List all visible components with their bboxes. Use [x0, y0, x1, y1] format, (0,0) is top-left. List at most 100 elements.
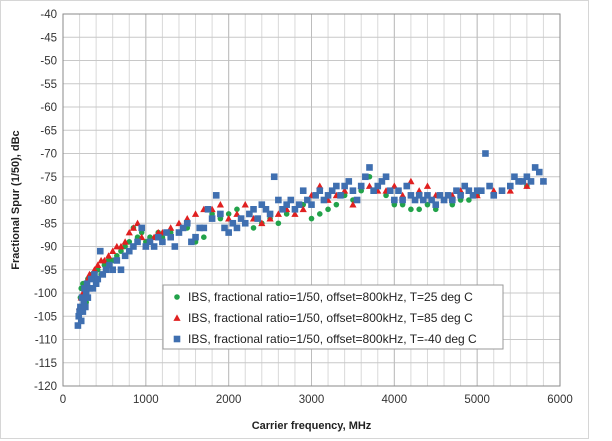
point-85c: [104, 252, 113, 259]
point-85c: [349, 201, 357, 208]
point-85c: [291, 210, 299, 217]
point-85c: [241, 201, 249, 208]
point-85c: [216, 201, 224, 208]
point-minus40c: [121, 252, 129, 260]
y-tick-label: -100: [34, 288, 57, 300]
point-25c: [333, 201, 340, 208]
point-minus40c: [75, 312, 83, 320]
point-minus40c: [473, 187, 481, 194]
point-minus40c: [291, 206, 299, 213]
point-minus40c: [87, 275, 95, 283]
legend-marker-85c: [173, 314, 181, 321]
point-minus40c: [92, 280, 100, 287]
point-85c: [523, 182, 531, 189]
point-minus40c: [515, 178, 522, 185]
x-axis-title: Carrier frequency, MHz: [252, 420, 372, 432]
point-minus40c: [424, 192, 431, 199]
y-tick-label: -105: [34, 311, 57, 323]
point-85c: [225, 215, 233, 222]
point-85c: [129, 224, 138, 231]
point-minus40c: [511, 173, 518, 181]
point-25c: [316, 211, 323, 217]
point-minus40c: [171, 243, 179, 250]
point-minus40c: [353, 196, 361, 204]
legend-item-minus40c: IBS, fractional ratio=1/50, offset=800kH…: [173, 332, 477, 346]
point-85c: [266, 215, 274, 222]
point-85c: [365, 182, 374, 189]
y-tick-label: -115: [35, 358, 57, 370]
point-minus40c: [482, 150, 489, 157]
x-tick-label: 6000: [547, 394, 573, 406]
point-minus40c: [316, 187, 324, 194]
legend: IBS, fractional ratio=1/50, offset=800kH…: [162, 284, 504, 350]
point-minus40c: [150, 243, 158, 250]
point-minus40c: [407, 192, 415, 199]
point-85c: [138, 233, 146, 241]
point-minus40c: [415, 192, 423, 199]
chart-frame: -120 -115 -110 -105 -100 -95 -90 -85 -80 -75 -70 -6…: [0, 0, 589, 439]
point-85c: [415, 187, 423, 194]
data-points: [74, 150, 548, 329]
point-minus40c: [221, 224, 228, 232]
point-85c: [506, 187, 514, 194]
point-minus40c: [540, 178, 547, 185]
point-minus40c: [77, 317, 85, 325]
point-minus40c: [436, 192, 444, 199]
point-minus40c: [283, 201, 290, 208]
point-minus40c: [86, 285, 93, 292]
point-25c: [308, 215, 315, 222]
point-minus40c: [345, 178, 353, 185]
y-axis-ticks: -120 -115 -110 -105 -100 -95 -90 -85 -80 -75 -70 -6…: [34, 9, 57, 393]
point-minus40c: [80, 299, 88, 306]
point-minus40c: [399, 196, 406, 204]
point-minus40c: [89, 285, 97, 292]
point-minus40c: [125, 247, 133, 255]
point-minus40c: [117, 266, 125, 274]
point-minus40c: [403, 182, 411, 190]
point-minus40c: [246, 210, 253, 218]
point-minus40c: [469, 192, 477, 199]
point-minus40c: [82, 303, 89, 311]
point-minus40c: [266, 210, 274, 218]
y-tick-label: -110: [35, 335, 57, 347]
point-minus40c: [250, 206, 257, 213]
y-tick-label: -85: [40, 218, 57, 230]
point-minus40c: [183, 219, 191, 227]
point-25c: [408, 206, 414, 213]
point-minus40c: [188, 238, 195, 246]
point-25c: [225, 211, 232, 217]
y-axis-title: Fractional Spur (1/50), dBc: [10, 130, 22, 269]
point-minus40c: [444, 192, 452, 199]
point-minus40c: [74, 322, 82, 329]
point-minus40c: [208, 215, 216, 222]
point-minus40c: [527, 178, 535, 185]
x-tick-label: 4000: [382, 394, 408, 406]
point-85c: [94, 261, 102, 268]
legend-item-25c: IBS, fractional ratio=1/50, offset=800kH…: [174, 290, 473, 304]
point-minus40c: [241, 219, 249, 227]
point-minus40c: [130, 243, 137, 250]
point-25c: [275, 220, 282, 227]
point-minus40c: [200, 224, 208, 232]
point-85c: [90, 266, 99, 273]
point-minus40c: [142, 243, 150, 250]
point-minus40c: [262, 206, 270, 213]
point-minus40c: [76, 308, 83, 315]
y-tick-label: -50: [40, 56, 57, 68]
point-85c: [109, 247, 117, 255]
y-tick-label: -60: [40, 102, 57, 114]
y-tick-label: -75: [40, 172, 57, 184]
point-25c: [325, 206, 331, 213]
point-minus40c: [386, 187, 394, 194]
point-minus40c: [96, 247, 104, 255]
point-25c: [416, 206, 422, 213]
y-tick-label: -55: [40, 79, 57, 91]
point-minus40c: [77, 303, 84, 311]
point-minus40c: [362, 173, 369, 181]
point-minus40c: [312, 192, 319, 199]
point-minus40c: [146, 238, 154, 246]
point-minus40c: [229, 219, 237, 227]
x-tick-label: 3000: [299, 394, 325, 406]
point-minus40c: [299, 187, 307, 194]
point-85c: [125, 228, 133, 236]
